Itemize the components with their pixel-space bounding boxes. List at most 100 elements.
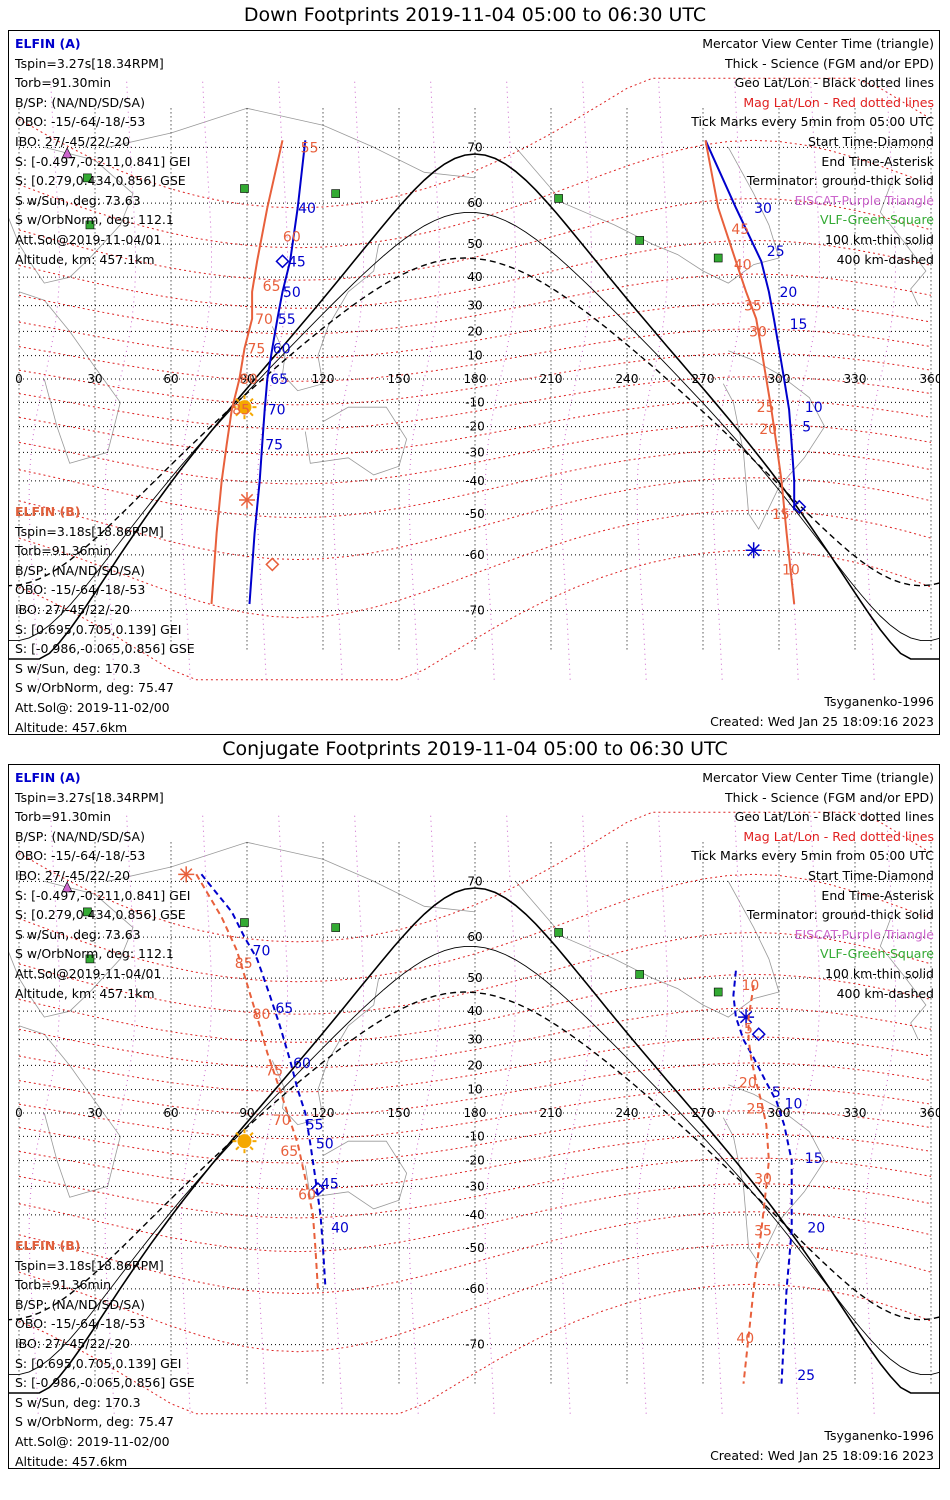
elfin-b-header: ELFIN (B) xyxy=(15,504,81,519)
elfin-b-track xyxy=(210,140,284,605)
elfin-b-south-tick-label: 15 xyxy=(772,507,790,523)
info-line: B/SP: (NA/ND/SD/SA) xyxy=(15,828,145,844)
legend-item: Terminator: ground-thick solid xyxy=(746,907,934,923)
coastline xyxy=(304,1140,408,1210)
vlf-station-marker xyxy=(713,253,723,263)
info-line: Att.Sol@2019-11-04/01 xyxy=(15,965,162,981)
lat-tick-label: 10 xyxy=(467,1083,482,1097)
elfin-b-tick-label: 60 xyxy=(298,1188,316,1204)
mag-parallel xyxy=(18,302,932,359)
legend-item: Mag Lat/Lon - Red dotted lines xyxy=(743,94,934,110)
panel-conjugate: Conjugate Footprints 2019-11-04 05:00 to… xyxy=(0,734,950,1484)
info-line: B/SP: (NA/ND/SD/SA) xyxy=(15,94,145,110)
elfin-a-south-tick-label: 25 xyxy=(767,244,785,260)
elfin-a-south-start-diamond xyxy=(751,1027,766,1042)
info-line: OBO: -15/-64/-18/-53 xyxy=(15,582,146,598)
lon-tick-label: 300 xyxy=(768,372,791,386)
coastline xyxy=(9,146,134,284)
legend: Mercator View Center Time (triangle) Thi… xyxy=(691,34,934,269)
lon-tick-label: 60 xyxy=(163,1106,178,1120)
mag-meridian xyxy=(408,78,440,680)
elfin-a-tick-label: 50 xyxy=(316,1137,334,1153)
lon-tick-label: 300 xyxy=(768,1106,791,1120)
lon-tick-label: 150 xyxy=(388,1106,411,1120)
mag-parallel xyxy=(18,449,932,519)
sun-ray xyxy=(249,1146,254,1151)
legend-item: Mag Lat/Lon - Red dotted lines xyxy=(743,828,934,844)
elfin-b-tick-label: 65 xyxy=(280,1144,298,1160)
elfin-b-south-tick-label: 30 xyxy=(754,1171,772,1187)
eiscat-marker xyxy=(61,881,73,893)
info-line: IBO: 27/-45/22/-20 xyxy=(15,133,131,149)
mag-meridian xyxy=(560,78,592,680)
coastline xyxy=(18,1025,121,1198)
info-line: IBO: 27/-45/22/-20 xyxy=(15,1335,131,1351)
elfin-b-header: ELFIN (B) xyxy=(15,1238,81,1253)
info-line: S w/Sun, deg: 73.63 xyxy=(15,192,141,208)
panel-down: Down Footprints 2019-11-04 05:00 to 06:3… xyxy=(8,4,940,735)
elfin-a-tick-label: 70 xyxy=(253,944,271,960)
coastline xyxy=(9,880,134,1018)
eiscat-marker xyxy=(61,147,73,159)
mag-parallel xyxy=(18,549,932,681)
elfin-a-tick-label: 70 xyxy=(268,403,286,419)
mag-parallel xyxy=(18,328,932,382)
elfin-a-start-diamond xyxy=(310,1181,325,1197)
sun-ray xyxy=(235,1146,240,1151)
elfin-a-tick-label: 45 xyxy=(321,1177,339,1193)
lat-tick-label: -20 xyxy=(465,420,485,434)
elfin-a-south-tick-label: 20 xyxy=(807,1220,825,1236)
mag-parallel xyxy=(18,1183,932,1253)
elfin-b-south-tick-label: 30 xyxy=(749,324,767,340)
info-line: S: [0.279,0.434,0.856] GSE xyxy=(15,173,186,189)
elfin-a-south-tick-label: 25 xyxy=(797,1368,815,1384)
lat-tick-label: 10 xyxy=(467,349,482,363)
vlf-station-marker xyxy=(240,184,249,193)
legend-item: Tick Marks every 5min from 05:00 UTC xyxy=(691,848,934,864)
elfin-b-info: ELFIN (B) Tspin=3.18s[18.86RPM] Torb=91.… xyxy=(15,1236,195,1471)
info-line: Tspin=3.18s[18.86RPM] xyxy=(15,1257,164,1273)
mag-parallel xyxy=(18,1007,932,1069)
coastline xyxy=(722,1084,826,1264)
info-line: Att.Sol@2019-11-04/01 xyxy=(15,231,162,247)
legend-item: EISCAT-Purple Triangle xyxy=(794,926,934,942)
elfin-a-south-end-asterisk xyxy=(739,1010,753,1024)
mag-parallel xyxy=(18,423,932,485)
elfin-b-south-tick-label: 5 xyxy=(744,1022,753,1038)
mag-meridian xyxy=(332,78,364,680)
legend-item: Tick Marks every 5min from 05:00 UTC xyxy=(691,114,934,130)
lat-tick-label: 50 xyxy=(467,237,482,251)
elfin-a-tick-label: 50 xyxy=(283,285,301,301)
mag-meridian xyxy=(636,78,668,680)
info-line: Tspin=3.27s[18.34RPM] xyxy=(15,55,164,71)
info-line: Tspin=3.18s[18.86RPM] xyxy=(15,523,164,539)
mag-parallel xyxy=(18,477,932,561)
elfin-a-south-tick-label: 5 xyxy=(802,420,811,436)
elfin-b-south-track xyxy=(704,140,796,605)
mag-parallel xyxy=(18,811,932,943)
lon-tick-label: 210 xyxy=(540,372,563,386)
sun-ray xyxy=(249,397,254,403)
info-line: S: [0.695,0.705,0.139] GEI xyxy=(15,1355,182,1371)
vlf-station-marker xyxy=(83,907,92,917)
elfin-b-tick-label: 55 xyxy=(301,140,319,156)
elfin-a-tick-label: 45 xyxy=(288,254,306,270)
lat-tick-label: 50 xyxy=(467,971,482,985)
lat-tick-label: 40 xyxy=(467,1004,482,1018)
sun-ray xyxy=(249,412,254,417)
coastline xyxy=(722,350,826,530)
info-line: Torb=91.30min xyxy=(15,809,112,825)
lat-tick-label: -40 xyxy=(465,1208,485,1222)
lat-tick-label: -70 xyxy=(465,604,485,618)
legend: Mercator View Center Time (triangle) Thi… xyxy=(691,768,934,1003)
terminator-400km xyxy=(9,991,939,1321)
mag-parallel xyxy=(18,1062,932,1116)
lat-tick-label: 40 xyxy=(467,270,482,284)
map-canvas: 0 30 60 90 120 150 180 210 240 270 300 330 360706050… xyxy=(9,77,939,681)
coastline xyxy=(879,911,927,1040)
coastline xyxy=(304,406,408,476)
elfin-a-south-end-asterisk xyxy=(747,544,760,557)
vlf-station-marker xyxy=(83,173,92,183)
coastline xyxy=(271,244,380,392)
elfin-a-tick-label: 60 xyxy=(293,1056,311,1072)
